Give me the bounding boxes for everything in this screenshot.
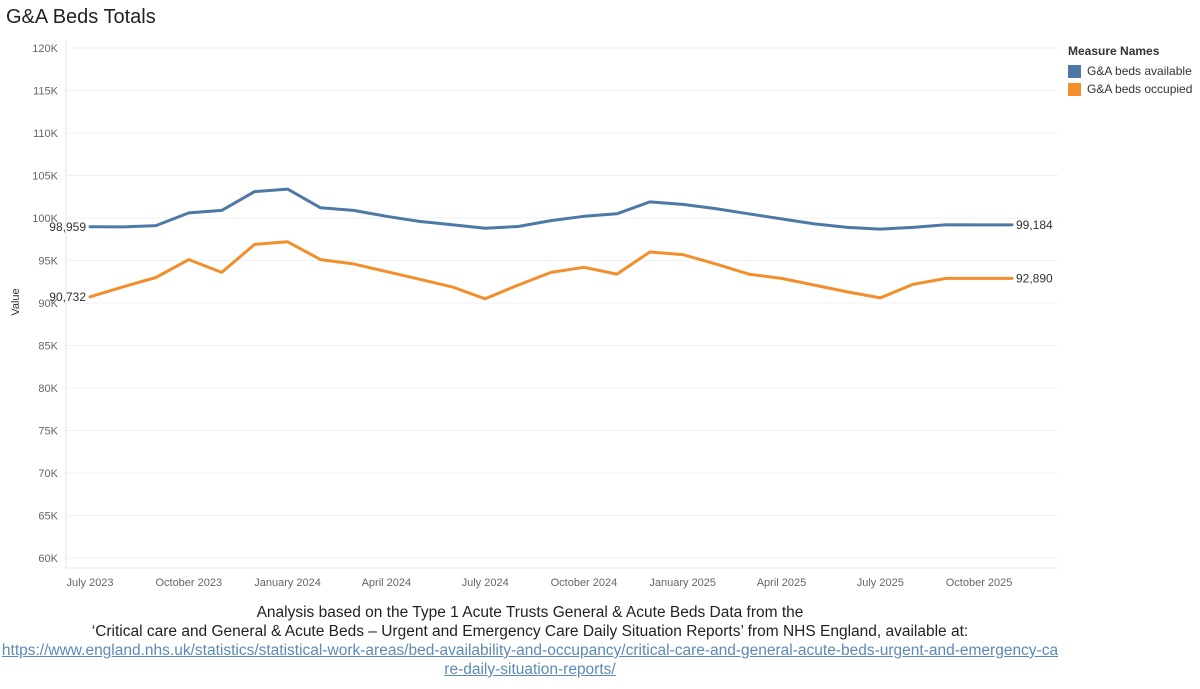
y-axis-ticks: 60K 65K 70K 75K 80K 85K 90K 95K 100K 105K 110K 115K… [32, 43, 58, 565]
legend-label-occupied: G&A beds occupied [1087, 82, 1193, 96]
y-axis-label: Value [10, 288, 22, 315]
y-tick-label: 65K [38, 511, 58, 523]
line-chart: 60K 65K 70K 75K 80K 85K 90K 95K 100K 105K 110K 115K… [10, 40, 1058, 589]
source-link[interactable]: https://www.england.nhs.uk/statistics/st… [1, 642, 1059, 678]
end-value-label: 99,184 [1016, 218, 1053, 232]
x-tick-label: April 2025 [757, 577, 807, 589]
source-line-2: ‘Critical care and General & Acute Beds … [91, 623, 969, 640]
legend: Measure Names G&A beds available G&A bed… [1068, 44, 1192, 98]
x-tick-label: July 2024 [462, 577, 509, 589]
start-value-label: 90,732 [49, 290, 86, 304]
y-tick-label: 75K [38, 426, 58, 438]
source-line-1: Analysis based on the Type 1 Acute Trust… [256, 604, 804, 621]
y-tick-label: 115K [33, 86, 59, 98]
x-tick-label: July 2025 [857, 577, 904, 589]
y-tick-label: 80K [38, 383, 58, 395]
x-tick-label: October 2025 [946, 577, 1013, 589]
legend-label-available: G&A beds available [1087, 64, 1192, 78]
y-tick-label: 95K [38, 256, 58, 268]
data-labels: 98,959 99,184 90,732 92,890 [49, 218, 1053, 304]
y-tick-label: 120K [32, 43, 58, 55]
series-lines [88, 187, 1014, 301]
series-line-occupied [88, 240, 1014, 301]
end-value-label: 92,890 [1016, 271, 1053, 285]
chart-title: G&A Beds Totals [6, 6, 156, 28]
y-tick-label: 105K [32, 171, 58, 183]
source-note: Analysis based on the Type 1 Acute Trust… [0, 603, 1060, 679]
x-tick-label: April 2024 [362, 577, 412, 589]
legend-swatch-available [1068, 64, 1081, 78]
x-tick-label: January 2024 [254, 577, 321, 589]
y-tick-label: 60K [38, 553, 58, 565]
series-line-available [88, 187, 1014, 231]
legend-swatch-occupied [1068, 82, 1081, 96]
y-tick-label: 85K [38, 341, 58, 353]
legend-title: Measure Names [1068, 44, 1160, 58]
start-value-label: 98,959 [49, 220, 86, 234]
y-tick-label: 70K [38, 468, 58, 480]
legend-item-occupied[interactable]: G&A beds occupied [1068, 80, 1192, 98]
x-tick-label: January 2025 [649, 577, 716, 589]
y-tick-label: 100K [32, 213, 58, 225]
gridlines [65, 40, 1058, 569]
x-tick-label: October 2023 [155, 577, 222, 589]
y-tick-label: 90K [38, 298, 58, 310]
x-tick-label: October 2024 [551, 577, 618, 589]
legend-item-available[interactable]: G&A beds available [1068, 62, 1192, 80]
x-axis-ticks: July 2023 October 2023 January 2024 April 2… [66, 577, 1012, 589]
y-tick-label: 110K [33, 128, 59, 140]
x-tick-label: July 2023 [66, 577, 113, 589]
